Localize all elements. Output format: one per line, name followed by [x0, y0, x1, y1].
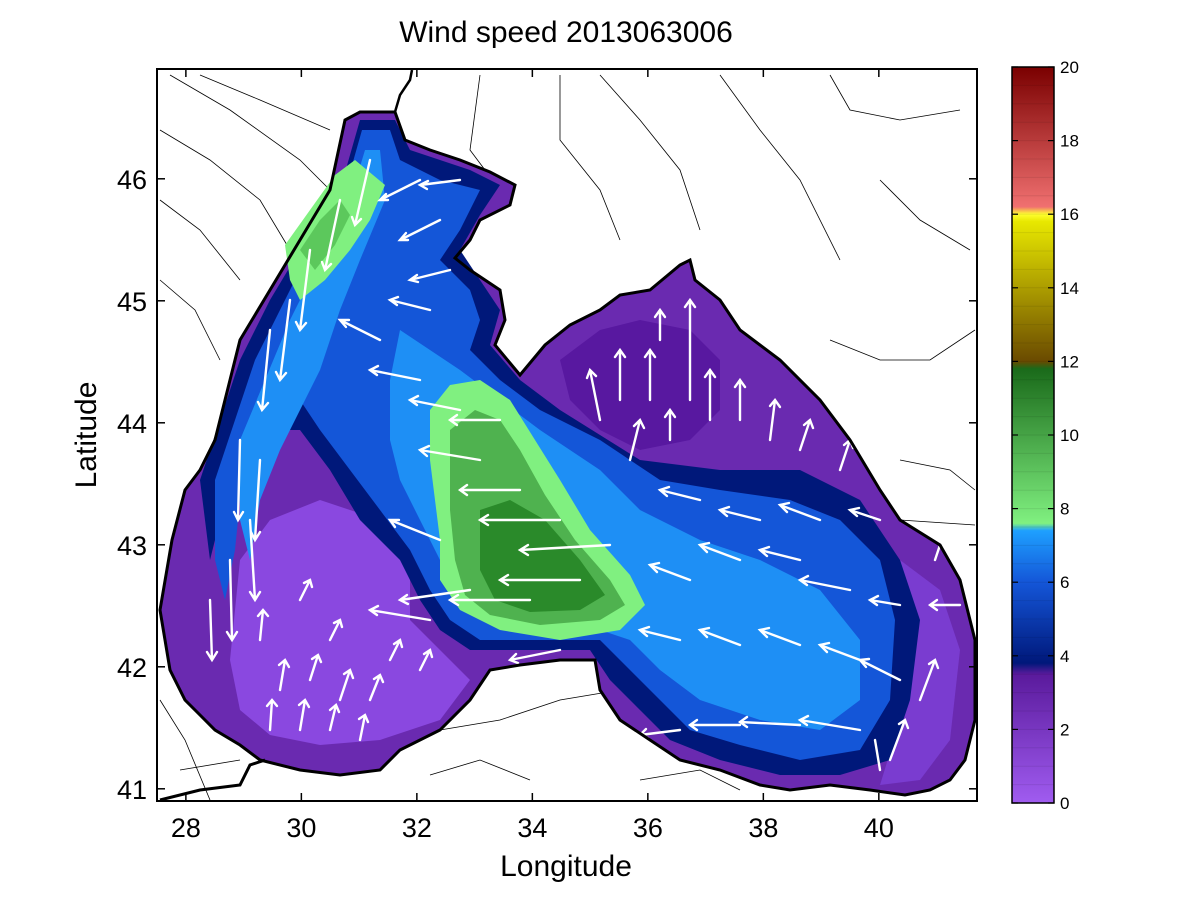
plot-area — [157, 69, 977, 801]
y-axis: 41 42 43 44 45 46 — [117, 165, 977, 805]
y-axis-label: Latitude — [70, 382, 103, 489]
colorbar-tick-label: 14 — [1060, 279, 1079, 298]
coastline — [158, 110, 977, 797]
x-tick-label: 32 — [402, 813, 432, 843]
colorbar-tick-label: 6 — [1060, 573, 1069, 592]
region-green-nw-core — [300, 200, 350, 270]
y-tick-label: 46 — [117, 165, 147, 195]
y-tick-label: 41 — [117, 775, 147, 805]
crimea-coast-detail — [393, 69, 414, 113]
colorbar-tick-label: 16 — [1060, 205, 1079, 224]
y-tick-label: 43 — [117, 531, 147, 561]
x-axis-label: Longitude — [500, 850, 632, 883]
colorbar-tick-label: 8 — [1060, 500, 1069, 519]
region-green-c-core — [480, 500, 605, 612]
colorbar-gradient — [1012, 67, 1054, 803]
colorbar-tick-label: 20 — [1060, 58, 1079, 77]
x-tick-label: 28 — [171, 813, 201, 843]
y-tick-label: 45 — [117, 287, 147, 317]
colorbar-tick-label: 12 — [1060, 352, 1079, 371]
bosphorus-coast — [159, 758, 266, 801]
x-axis: 28 30 32 34 36 38 40 — [171, 69, 894, 843]
colorbar-tick-label: 4 — [1060, 647, 1069, 666]
colorbar-tick-label: 0 — [1060, 794, 1069, 813]
region-lightblue — [240, 150, 860, 730]
colorbar: 0 2 4 6 8 10 12 14 16 18 20 — [1011, 58, 1079, 813]
x-tick-label: 38 — [748, 813, 778, 843]
plot-frame — [156, 68, 978, 802]
colorbar-tick-label: 10 — [1060, 426, 1079, 445]
land-contours — [159, 74, 976, 801]
chart-title: Wind speed 2013063006 — [399, 16, 733, 49]
x-tick-label: 36 — [633, 813, 663, 843]
x-tick-label: 34 — [517, 813, 547, 843]
y-tick-label: 44 — [117, 409, 147, 439]
colorbar-bands — [1012, 84, 1054, 786]
colorbar-tick-label: 2 — [1060, 720, 1069, 739]
colorbar-tick-label: 18 — [1060, 132, 1079, 151]
colorbar-ticks: 0 2 4 6 8 10 12 14 16 18 20 — [1012, 58, 1079, 813]
x-tick-label: 40 — [864, 813, 894, 843]
x-tick-label: 30 — [286, 813, 316, 843]
y-tick-label: 42 — [117, 653, 147, 683]
